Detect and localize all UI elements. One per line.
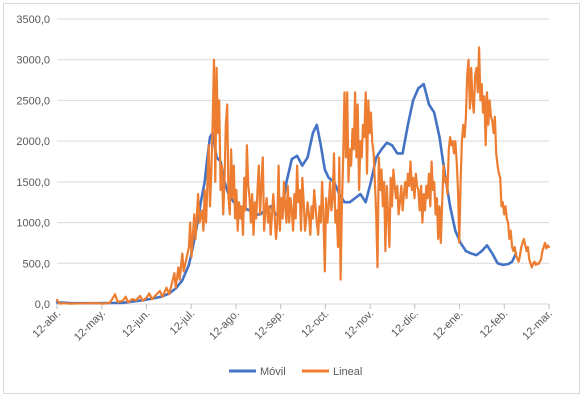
y-tick-label: 2000,0 [16, 136, 50, 148]
y-tick-label: 0,0 [35, 299, 50, 311]
x-tick-label: 12-abr. [30, 308, 63, 341]
x-tick-label: 12-may. [72, 308, 108, 344]
y-axis-ticks: 0,0 500,0 1000,0 1500,0 2000,0 2500,0 3000,0 35… [16, 14, 50, 311]
x-tick-label: 12-oct. [299, 308, 331, 340]
y-tick-label: 2500,0 [16, 95, 50, 107]
x-tick-label: 12-nov. [342, 308, 376, 342]
y-tick-label: 1000,0 [16, 218, 50, 230]
y-tick-label: 500,0 [22, 258, 50, 270]
series-group [55, 46, 551, 305]
x-tick-label: 12-jul. [168, 308, 198, 338]
y-tick-label: 3500,0 [16, 14, 50, 26]
gridlines [57, 18, 549, 305]
x-tick-label: 12-mar. [520, 308, 555, 343]
x-tick-label: 12-ago. [207, 308, 242, 343]
legend-label: Móvil [260, 366, 286, 378]
x-tick-label: 12-jun. [120, 308, 152, 340]
y-tick-label: 3000,0 [16, 55, 50, 67]
x-tick-label: 12-sep. [252, 308, 286, 342]
x-axis-ticks: 12-abr. 12-may. 12-jun. 12-jul. 12-ago. 12-se… [30, 304, 555, 344]
legend-label: Lineal [333, 366, 362, 378]
x-tick-label: 12-dic. [389, 308, 421, 340]
series-line-lineal [55, 46, 551, 305]
y-tick-label: 1500,0 [16, 177, 50, 189]
legend: Móvil Lineal [229, 366, 362, 378]
x-tick-label: 12-feb. [478, 308, 511, 341]
x-tick-label: 12-ene. [431, 308, 466, 343]
